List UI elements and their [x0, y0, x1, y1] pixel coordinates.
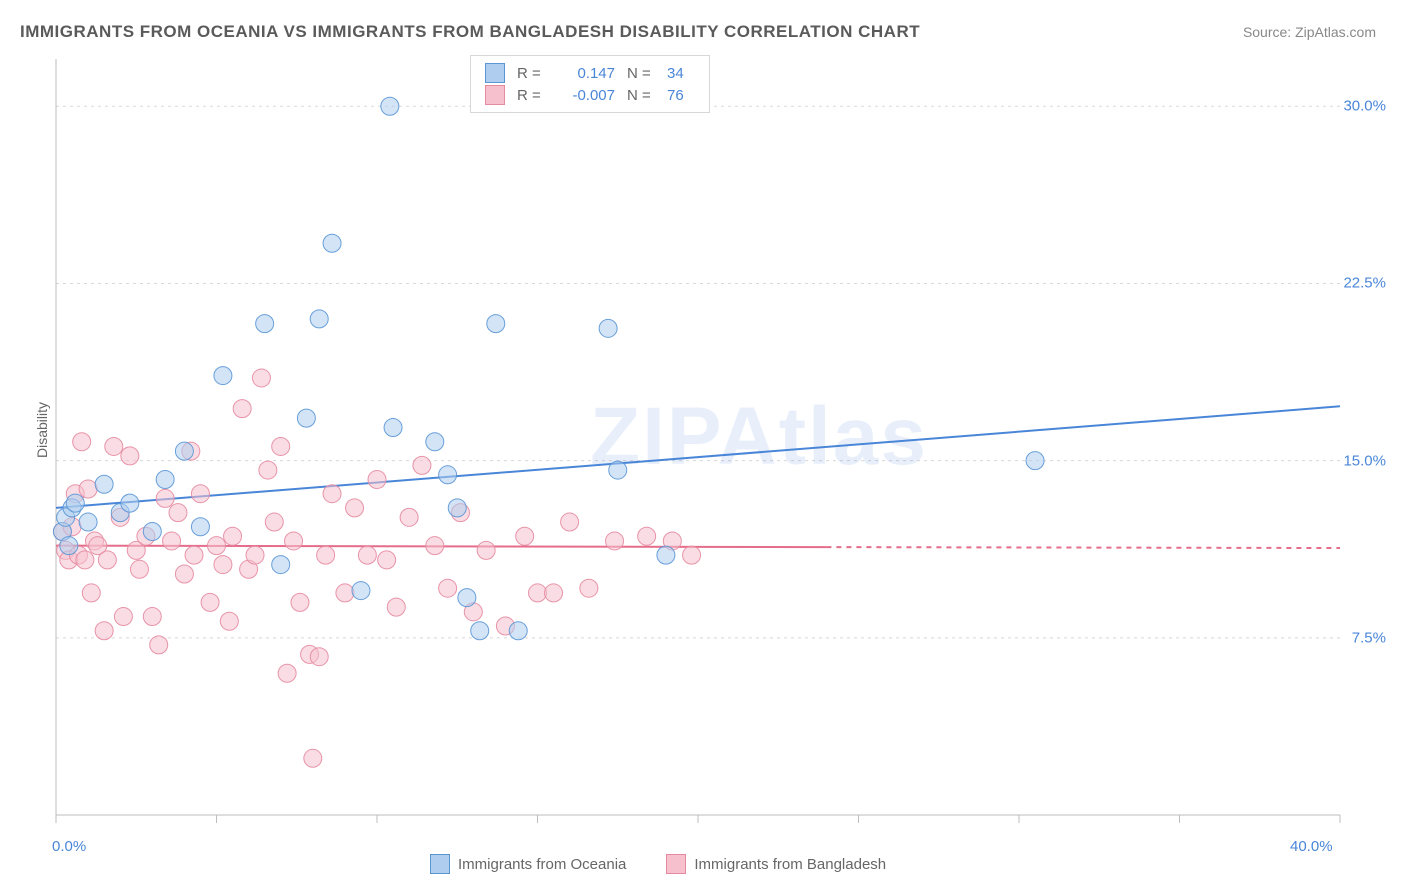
n-label-bangladesh: N = — [627, 87, 655, 104]
chart-title: IMMIGRANTS FROM OCEANIA VS IMMIGRANTS FR… — [20, 22, 920, 42]
correlation-legend: R = 0.147 N = 34 R = -0.007 N = 76 — [470, 55, 710, 113]
x-tick-label: 0.0% — [52, 838, 86, 855]
series-legend: Immigrants from Oceania Immigrants from … — [430, 854, 886, 874]
chart-area — [50, 55, 1350, 825]
swatch-oceania — [485, 63, 505, 83]
y-tick-label: 30.0% — [1343, 98, 1386, 115]
r-label-oceania: R = — [517, 65, 545, 82]
legend-row-bangladesh: R = -0.007 N = 76 — [485, 84, 695, 106]
legend-item-bangladesh: Immigrants from Bangladesh — [666, 854, 886, 874]
legend-label-oceania: Immigrants from Oceania — [458, 856, 626, 873]
swatch-bangladesh-bottom — [666, 854, 686, 874]
legend-row-oceania: R = 0.147 N = 34 — [485, 62, 695, 84]
n-value-oceania: 34 — [667, 65, 695, 82]
n-value-bangladesh: 76 — [667, 87, 695, 104]
y-tick-label: 7.5% — [1352, 629, 1386, 646]
x-tick-label: 40.0% — [1290, 838, 1333, 855]
swatch-oceania-bottom — [430, 854, 450, 874]
r-value-bangladesh: -0.007 — [557, 87, 615, 104]
n-label-oceania: N = — [627, 65, 655, 82]
swatch-bangladesh — [485, 85, 505, 105]
legend-label-bangladesh: Immigrants from Bangladesh — [694, 856, 886, 873]
y-axis-label: Disability — [34, 402, 50, 458]
source-label: Source: ZipAtlas.com — [1243, 24, 1376, 40]
r-label-bangladesh: R = — [517, 87, 545, 104]
chart-svg — [50, 55, 1350, 825]
y-tick-label: 22.5% — [1343, 275, 1386, 292]
legend-item-oceania: Immigrants from Oceania — [430, 854, 626, 874]
y-tick-label: 15.0% — [1343, 452, 1386, 469]
r-value-oceania: 0.147 — [557, 65, 615, 82]
